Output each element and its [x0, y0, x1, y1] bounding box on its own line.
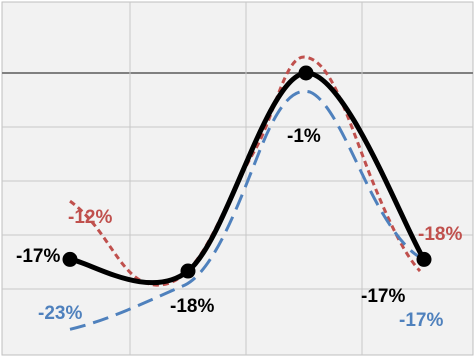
data-point-marker-4 — [416, 251, 432, 267]
data-label-black-1: -17% — [16, 246, 60, 267]
markers-group — [62, 65, 432, 279]
data-labels-group: -17% -18% -1% -17% -12% -18% -23% -17% — [16, 126, 462, 331]
series-line-blue-dashed — [69, 89, 426, 331]
data-point-marker-1 — [62, 251, 78, 267]
data-label-blue-2: -17% — [399, 310, 443, 331]
data-point-marker-2 — [180, 263, 196, 279]
data-label-black-4: -17% — [361, 286, 405, 307]
series-group — [69, 55, 427, 331]
data-label-black-2: -18% — [170, 296, 214, 317]
data-point-marker-3 — [298, 65, 314, 81]
data-label-blue-1: -23% — [38, 303, 82, 324]
data-label-red-2: -18% — [418, 224, 462, 245]
series-line-black — [69, 70, 427, 286]
data-label-red-1: -12% — [68, 207, 112, 228]
data-label-black-3: -1% — [287, 126, 321, 147]
